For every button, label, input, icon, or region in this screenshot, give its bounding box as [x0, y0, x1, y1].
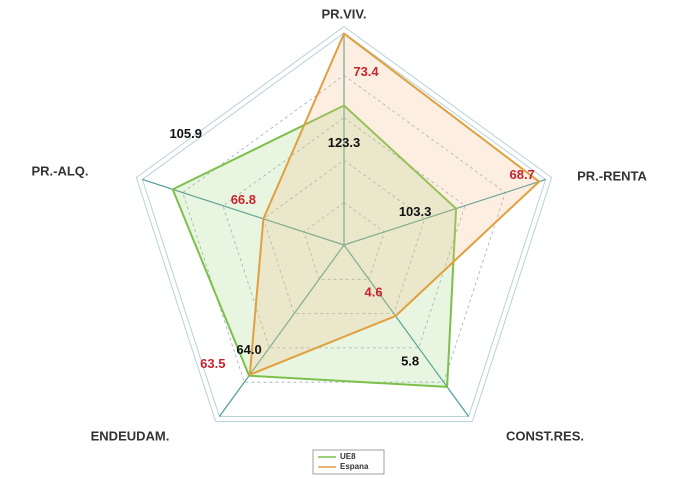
value-label: 105.9: [169, 126, 202, 141]
value-label: 68.7: [509, 167, 534, 182]
value-label: 123.3: [328, 135, 361, 150]
series-area: [248, 32, 541, 376]
spoke: [343, 244, 470, 417]
value-label: 103.3: [399, 204, 432, 219]
grid: [135, 26, 553, 423]
grid-ring: [262, 159, 426, 315]
spoke: [343, 178, 546, 246]
value-label: 4.6: [365, 284, 383, 299]
grid-ring: [182, 74, 506, 383]
spoke: [142, 178, 345, 246]
value-label: 63.5: [200, 356, 225, 371]
axis-label: ENDEUDAM.: [91, 428, 170, 443]
series: [171, 32, 541, 388]
grid-ring: [222, 117, 466, 349]
series-area: [171, 104, 458, 388]
axis-label: PR.VIV.: [321, 6, 366, 21]
value-label: 66.8: [231, 192, 256, 207]
labels: 123.3 103.3 5.8 64.0 105.9 73.4 68.7 4.6 63.5 66.…: [169, 64, 534, 371]
value-label: 64.0: [236, 342, 261, 357]
value-label: 73.4: [353, 64, 379, 79]
axis-label: PR.-RENTA: [577, 168, 647, 183]
grid-ring: [141, 32, 547, 418]
grid-ring: [135, 26, 553, 423]
legend-label: Espana: [340, 462, 369, 471]
value-label: 5.8: [401, 353, 419, 368]
axis-label: PR.-ALQ.: [31, 163, 88, 178]
axis-label: CONST.RES.: [506, 428, 584, 443]
legend-box: [312, 449, 385, 475]
legend-label: UE8: [340, 452, 356, 461]
spoke: [218, 244, 345, 417]
